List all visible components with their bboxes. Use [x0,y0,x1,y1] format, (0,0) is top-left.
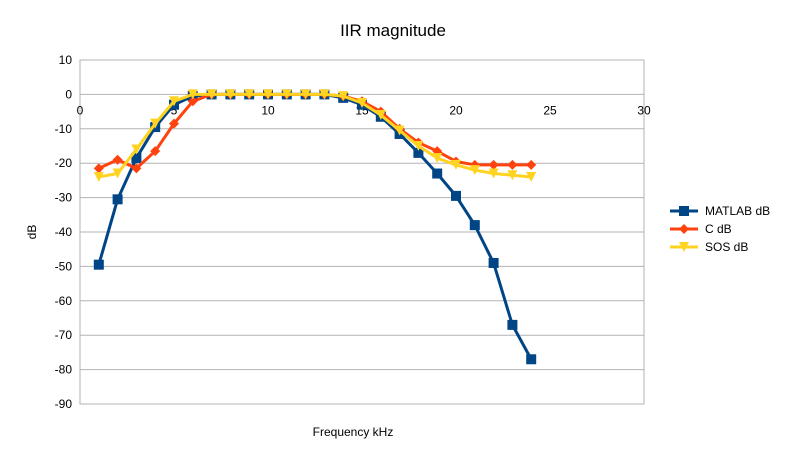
data-point [206,89,217,100]
y-tick-label: -50 [55,259,73,273]
data-point [432,153,443,164]
y-tick-label: -40 [55,225,73,239]
y-tick-label: -90 [55,397,73,411]
legend-swatch-marker [679,242,689,252]
data-point [488,257,499,268]
legend-swatch-marker [679,224,689,234]
data-point [281,89,292,100]
data-point [169,96,179,107]
y-tick-label: -60 [55,294,73,308]
data-point [131,163,142,174]
y-tick-label: 0 [65,87,72,101]
data-point [150,146,161,157]
data-point [526,159,537,170]
data-point [451,159,461,170]
x-tick-label: 5 [171,103,178,117]
data-point [526,354,537,365]
data-point [319,89,330,100]
series-group [93,89,537,365]
legend-label: SOS dB [705,240,748,254]
data-point [469,220,480,231]
data-point [150,118,161,129]
data-point [413,141,424,151]
legend-label: MATLAB dB [705,204,770,218]
y-axis-label: dB [25,225,39,240]
y-tick-label: -20 [55,156,73,170]
data-point [131,144,142,155]
data-point [244,89,255,100]
series-sos-db [93,89,537,182]
series-line [98,92,532,170]
series-matlab-db [93,89,537,365]
data-point [131,153,142,164]
y-tick-label: -80 [55,363,73,377]
data-point [375,110,386,121]
legend-label: C dB [705,222,732,236]
tick-labels: 100-10-20-30-40-50-60-70-80-900 5 10 15 20 25… [55,53,651,411]
data-point [93,259,104,270]
legend-swatch-marker [679,206,689,216]
y-tick-label: -70 [55,328,73,342]
y-tick-label: -30 [55,191,73,205]
x-tick-label: 20 [449,103,463,117]
data-point [112,168,123,179]
legend: MATLAB dB C dB SOS dB [670,204,770,254]
data-point [507,319,518,330]
x-axis-label: Frequency kHz [313,425,394,439]
data-point [432,168,443,179]
y-tick-label: 10 [59,53,73,67]
x-tick-label: 10 [261,103,275,117]
data-point [187,96,198,107]
data-point [357,98,367,108]
legend-item: C dB [670,222,732,236]
series-line [97,92,533,360]
data-point [263,89,273,100]
data-point [451,190,461,201]
x-tick-label: 25 [543,103,557,117]
data-point [112,194,123,205]
data-point [300,89,311,100]
data-point [413,147,424,158]
data-point [112,154,123,165]
data-point [93,163,104,174]
data-point [187,89,198,100]
data-point [507,170,518,181]
data-point [225,89,236,100]
plot-area [79,59,645,405]
data-point [469,165,480,176]
data-point [394,125,405,136]
x-tick-label: 30 [637,103,651,117]
data-point [488,159,499,170]
data-point [488,168,499,179]
data-point [338,91,349,102]
series-line [98,92,532,179]
chart-title: IIR magnitude [340,21,446,40]
y-tick-label: -10 [55,122,73,136]
data-point [169,118,179,129]
data-point [507,159,518,170]
x-tick-label: 0 [77,103,84,117]
data-point [526,171,537,182]
legend-item: MATLAB dB [670,204,770,218]
data-point [93,171,104,182]
legend-item: SOS dB [670,240,748,254]
